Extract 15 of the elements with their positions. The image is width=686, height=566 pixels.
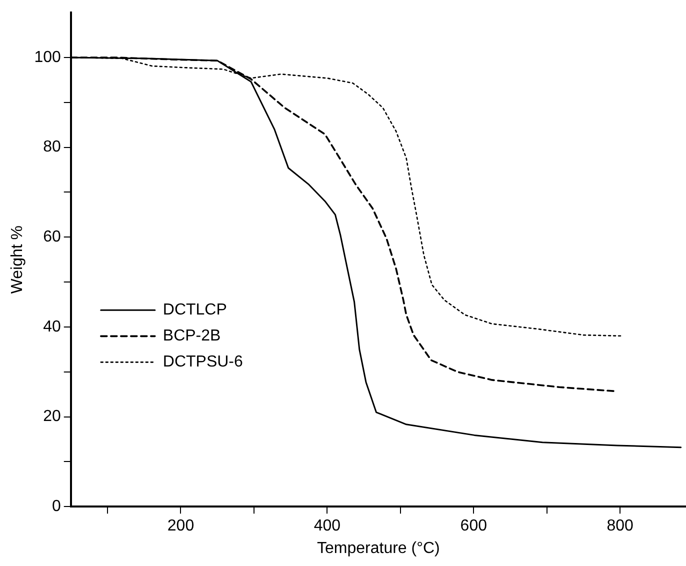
y-tick-label: 100 — [34, 48, 61, 66]
y-tick-label: 80 — [43, 138, 61, 156]
y-axis-title: Weight % — [9, 226, 26, 294]
x-tick-label: 200 — [167, 518, 194, 535]
legend-label: DCTLCP — [162, 302, 227, 319]
y-tick-label: 0 — [52, 498, 61, 516]
x-tick-label: 400 — [314, 518, 341, 535]
y-tick-label: 60 — [43, 228, 61, 246]
legend-label: DCTPSU-6 — [162, 354, 244, 371]
y-tick-label: 40 — [43, 318, 61, 336]
x-tick-label: 800 — [606, 518, 634, 535]
x-tick-label: 600 — [460, 518, 488, 535]
x-axis-title: Temperature (°C) — [317, 540, 440, 557]
y-tick-label: 20 — [43, 408, 61, 426]
legend-label: BCP-2B — [162, 328, 221, 345]
